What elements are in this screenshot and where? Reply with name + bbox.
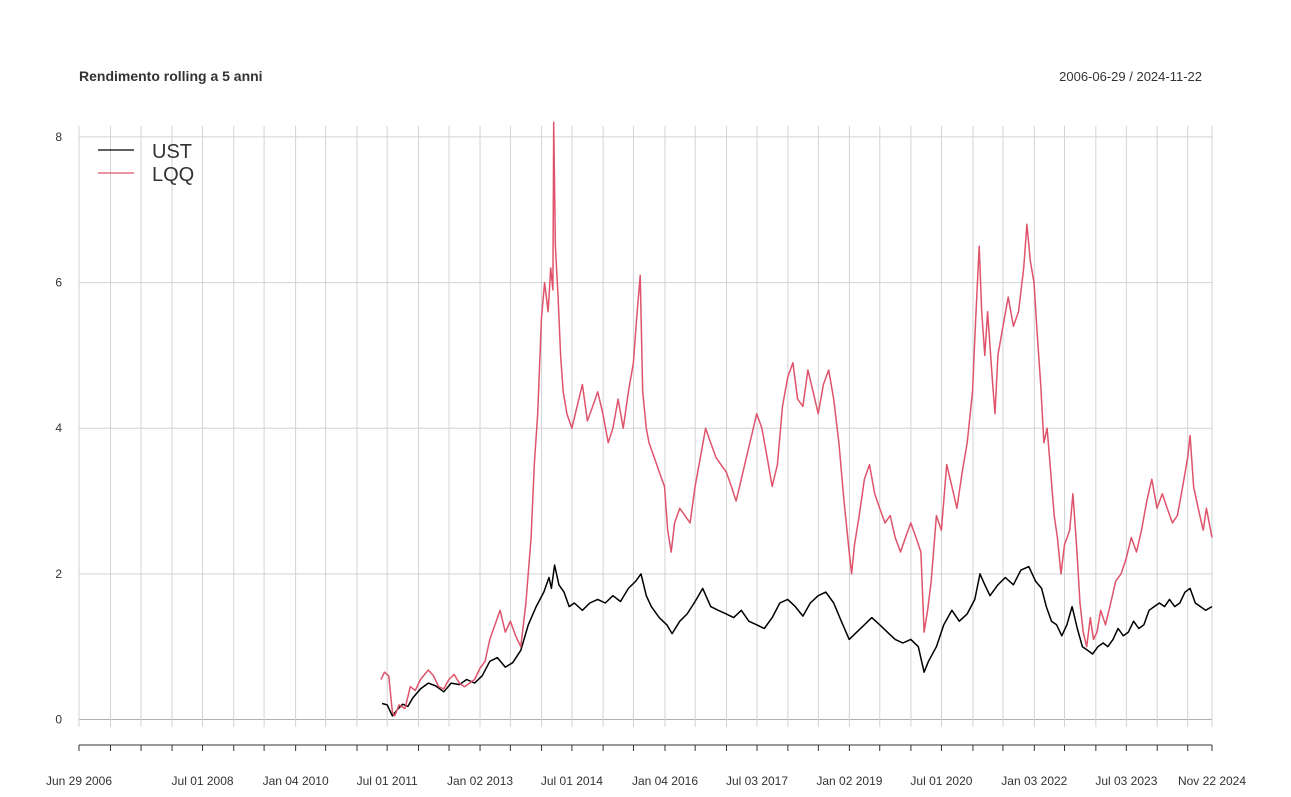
date-range: 2006-06-29 / 2024-11-22 (1059, 69, 1202, 84)
series (380, 121, 1213, 717)
series-line-ust (381, 564, 1213, 717)
x-tick-label: Jun 29 2006 (46, 774, 112, 788)
legend-label-ust: UST (152, 141, 192, 163)
y-tick-label: 0 (55, 713, 62, 727)
y-tick-label: 4 (55, 421, 62, 435)
legend-label-lqq: LQQ (152, 164, 194, 186)
x-tick-label: Jan 04 2010 (263, 774, 329, 788)
x-tick-label: Jan 02 2013 (447, 774, 513, 788)
x-tick-label: Jul 01 2014 (541, 774, 603, 788)
x-tick-label: Jan 02 2019 (816, 774, 882, 788)
y-axis: 0 2 4 6 8 (55, 130, 62, 727)
x-tick-label: Jul 01 2011 (357, 774, 418, 788)
x-tick-label: Jan 03 2022 (1001, 774, 1067, 788)
x-axis: Jun 29 2006 Jul 01 2008 Jan 04 2010 Jul 01 … (46, 744, 1246, 788)
x-tick-label: Jul 01 2008 (172, 774, 234, 788)
x-tick-label: Jan 04 2016 (632, 774, 698, 788)
y-tick-label: 8 (55, 130, 62, 144)
x-tick-label: Jul 03 2017 (726, 774, 788, 788)
x-tick-label: Jul 01 2020 (910, 774, 972, 788)
chart-title: Rendimento rolling a 5 anni (79, 68, 263, 84)
series-line-lqq (380, 121, 1213, 717)
y-tick-label: 6 (55, 276, 62, 290)
x-tick-label: Jul 03 2023 (1095, 774, 1157, 788)
x-tick-label: Nov 22 2024 (1178, 774, 1246, 788)
y-tick-label: 2 (55, 567, 62, 581)
